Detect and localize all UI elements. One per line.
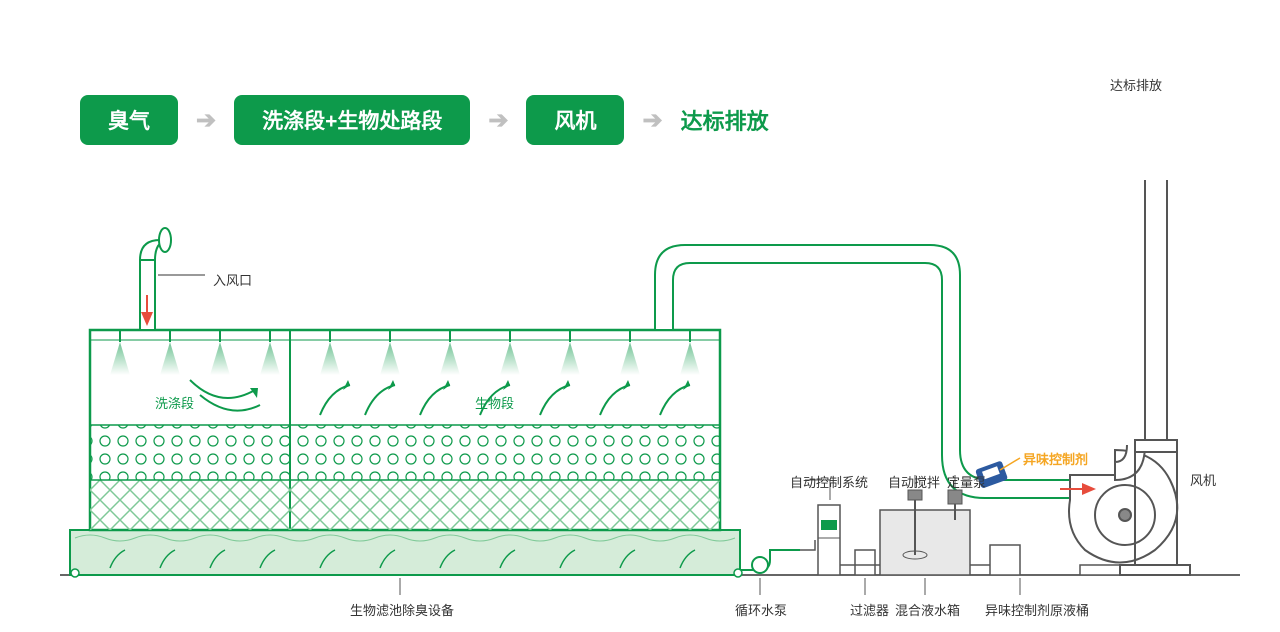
process-diagram: [60, 180, 1240, 600]
flow-end: 达标排放: [681, 104, 769, 136]
discharge-label: 达标排放: [1110, 75, 1162, 94]
flow-step-1: 臭气: [80, 95, 178, 145]
mix-tank-label: 混合液水箱: [895, 600, 960, 619]
main-equip-label: 生物滤池除臭设备: [350, 600, 454, 619]
filter-label: 过滤器: [850, 600, 889, 619]
arrow-icon: ➔: [488, 106, 508, 135]
flow-step-3: 风机: [526, 95, 624, 145]
odor-agent-label: 异味控制剂: [1023, 449, 1088, 468]
auto-control-label: 自动控制系统: [790, 472, 868, 491]
wash-section-label: 洗涤段: [155, 393, 194, 412]
arrow-icon: ➔: [196, 106, 216, 135]
arrow-icon: ➔: [642, 106, 662, 135]
dosing-pump-label: 定量泵: [947, 472, 986, 491]
flow-step-2: 洗涤段+生物处路段: [234, 95, 470, 145]
bio-section-label: 生物段: [475, 393, 514, 412]
process-flow-row: 臭气 ➔ 洗涤段+生物处路段 ➔ 风机 ➔ 达标排放: [80, 95, 769, 145]
fan-label: 风机: [1190, 470, 1216, 489]
odor-barrel-label: 异味控制剂原液桶: [985, 600, 1089, 619]
inlet-label: 入风口: [213, 270, 252, 289]
auto-mix-label: 自动搅拌: [888, 472, 940, 491]
pump-label: 循环水泵: [735, 600, 787, 619]
